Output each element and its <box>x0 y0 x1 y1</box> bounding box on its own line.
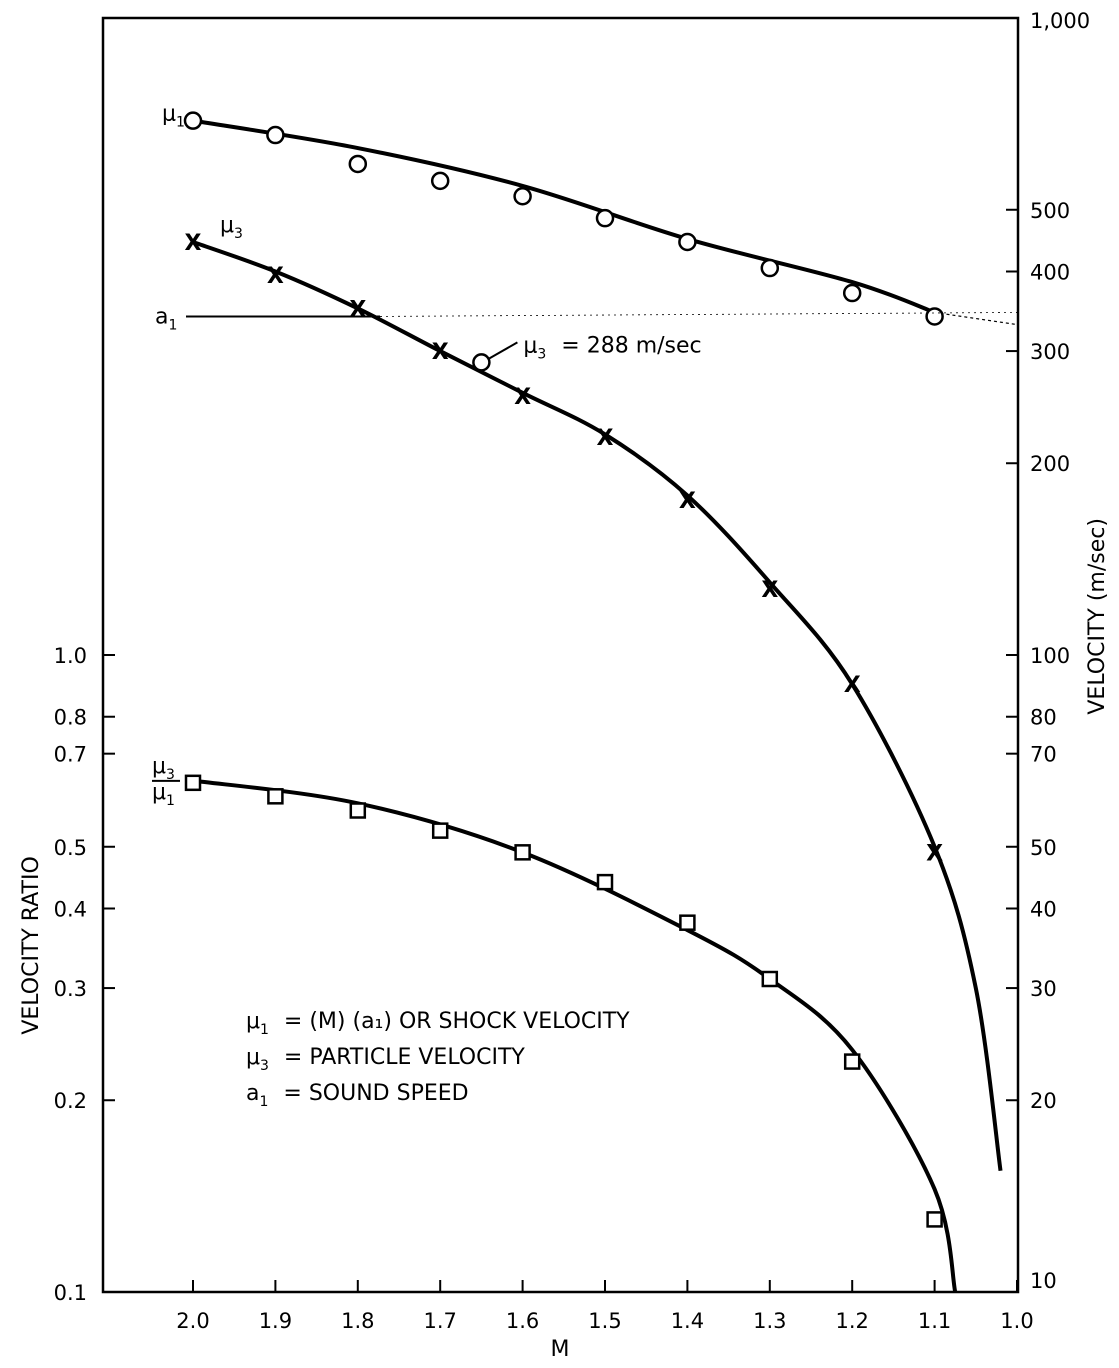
mu1-point <box>842 283 862 303</box>
right-y-tick-label: 100 <box>1030 644 1070 668</box>
mu1-point <box>513 187 532 206</box>
ratio-point <box>761 970 779 988</box>
left-y-tick-label: 0.5 <box>54 836 87 860</box>
mu1-extension <box>934 311 1019 326</box>
annotation-leader <box>488 341 518 360</box>
ratio-point <box>349 802 367 819</box>
x-tick-label: 1.5 <box>588 1309 621 1333</box>
mu3-point: X <box>679 489 696 514</box>
ratio-point <box>267 788 284 805</box>
right-y-tick-label: 50 <box>1030 836 1057 860</box>
left-y-tick-label: 0.8 <box>54 706 87 730</box>
right-y-tick-label: 70 <box>1030 743 1057 767</box>
mu1-point <box>183 111 203 130</box>
left-y-tick-label: 0.3 <box>54 977 87 1001</box>
a1-dotted-line <box>379 312 1019 317</box>
right-y-tick-label: 200 <box>1030 452 1070 476</box>
plot-border <box>101 16 1020 1294</box>
mu3-point: X <box>761 578 778 603</box>
ratio-point <box>679 914 696 931</box>
mu3-point: X <box>926 841 943 866</box>
left-y-axis-title: VELOCITY RATIO <box>19 856 44 1034</box>
x-tick-label: 1.3 <box>753 1309 786 1333</box>
series-curves <box>192 118 1019 1293</box>
ratio-label-num: μ3 <box>152 754 175 783</box>
right-y-tick-label: 400 <box>1030 260 1070 284</box>
x-tick-label: 1.2 <box>835 1309 868 1333</box>
series-markers: X X X X X X X X X X <box>183 111 944 1228</box>
right-y-tick-label: 10 <box>1030 1269 1057 1293</box>
legend-item: a1 = SOUND SPEED <box>246 1081 469 1110</box>
annotation-mu3-288: μ3 = 288 m/sec <box>523 333 701 362</box>
mu3-point: X <box>432 340 449 365</box>
left-y-tick-label: 0.1 <box>54 1281 87 1305</box>
legend-item: μ1 = (M) (a₁) OR SHOCK VELOCITY <box>246 1009 630 1038</box>
axis-ticks: 2.0 1.9 1.8 1.7 1.6 1.5 1.4 1.3 1.2 1.1 1.0 0.1 0.2 0… <box>54 9 1091 1333</box>
mu1-point <box>348 154 368 174</box>
mu3-288-point <box>472 353 491 372</box>
mu3-curve <box>192 240 1003 1172</box>
mu3-point: X <box>514 385 531 410</box>
right-y-tick-label: 500 <box>1030 199 1070 223</box>
x-tick-label: 1.0 <box>1000 1309 1033 1333</box>
x-tick-label: 1.1 <box>918 1309 951 1333</box>
mu3-point: X <box>185 231 202 256</box>
legend-item: μ3 = PARTICLE VELOCITY <box>246 1045 525 1074</box>
right-y-tick-label: 30 <box>1030 977 1057 1001</box>
a1-label: a1 <box>155 304 177 333</box>
x-axis-title: M <box>551 1337 570 1362</box>
mu3-point: X <box>349 297 366 322</box>
mu1-point <box>595 208 615 228</box>
left-y-tick-label: 0.2 <box>54 1089 87 1113</box>
mu1-point <box>430 171 450 191</box>
mu3-series-label: μ3 <box>220 213 243 242</box>
right-y-tick-label: 1,000 <box>1030 9 1090 33</box>
ratio-label-den: μ1 <box>152 780 175 809</box>
right-y-tick-label: 300 <box>1030 340 1070 364</box>
x-tick-label: 2.0 <box>176 1309 209 1333</box>
right-y-tick-label: 80 <box>1030 706 1057 730</box>
mu1-point <box>760 258 780 278</box>
ratio-point <box>843 1053 861 1070</box>
ratio-curve <box>192 778 958 1293</box>
ratio-point <box>431 822 449 839</box>
mu3-point: X <box>267 264 284 289</box>
ratio-point <box>926 1211 943 1228</box>
mu1-point <box>678 232 697 252</box>
x-tick-label: 1.4 <box>671 1309 704 1333</box>
mu1-series-label: μ1 <box>162 102 185 131</box>
mu1-curve <box>192 118 936 315</box>
right-y-tick-label: 40 <box>1030 897 1057 921</box>
mu3-point: X <box>597 426 614 451</box>
x-tick-label: 1.6 <box>506 1309 539 1333</box>
mu1-point <box>266 125 285 145</box>
ratio-point <box>184 774 202 792</box>
right-y-axis-title: VELOCITY (m/sec) <box>1085 518 1110 715</box>
legend: μ1 = (M) (a₁) OR SHOCK VELOCITY μ3 = PART… <box>246 1009 630 1110</box>
left-y-tick-label: 0.4 <box>54 897 87 921</box>
x-tick-label: 1.8 <box>341 1309 374 1333</box>
ratio-point <box>514 844 531 861</box>
mu1-point <box>925 307 944 326</box>
left-y-tick-label: 0.7 <box>54 743 87 767</box>
x-tick-label: 1.7 <box>423 1309 456 1333</box>
ratio-point <box>596 873 614 891</box>
right-y-tick-label: 20 <box>1030 1089 1057 1113</box>
x-tick-label: 1.9 <box>259 1309 292 1333</box>
mu3-point: X <box>844 673 861 698</box>
left-y-tick-label: 1.0 <box>54 644 87 668</box>
plot-frame <box>101 16 1020 1294</box>
